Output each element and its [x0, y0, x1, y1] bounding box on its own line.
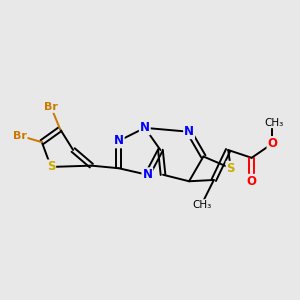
Text: O: O [268, 137, 278, 150]
Text: N: N [184, 125, 194, 138]
Text: N: N [140, 122, 150, 134]
Text: CH₃: CH₃ [193, 200, 212, 210]
Text: S: S [47, 160, 55, 173]
Text: CH₃: CH₃ [264, 118, 284, 128]
Text: N: N [142, 168, 152, 181]
Text: O: O [247, 175, 256, 188]
Text: Br: Br [13, 131, 27, 141]
Text: S: S [226, 162, 235, 175]
Text: Br: Br [44, 102, 58, 112]
Text: N: N [114, 134, 124, 147]
